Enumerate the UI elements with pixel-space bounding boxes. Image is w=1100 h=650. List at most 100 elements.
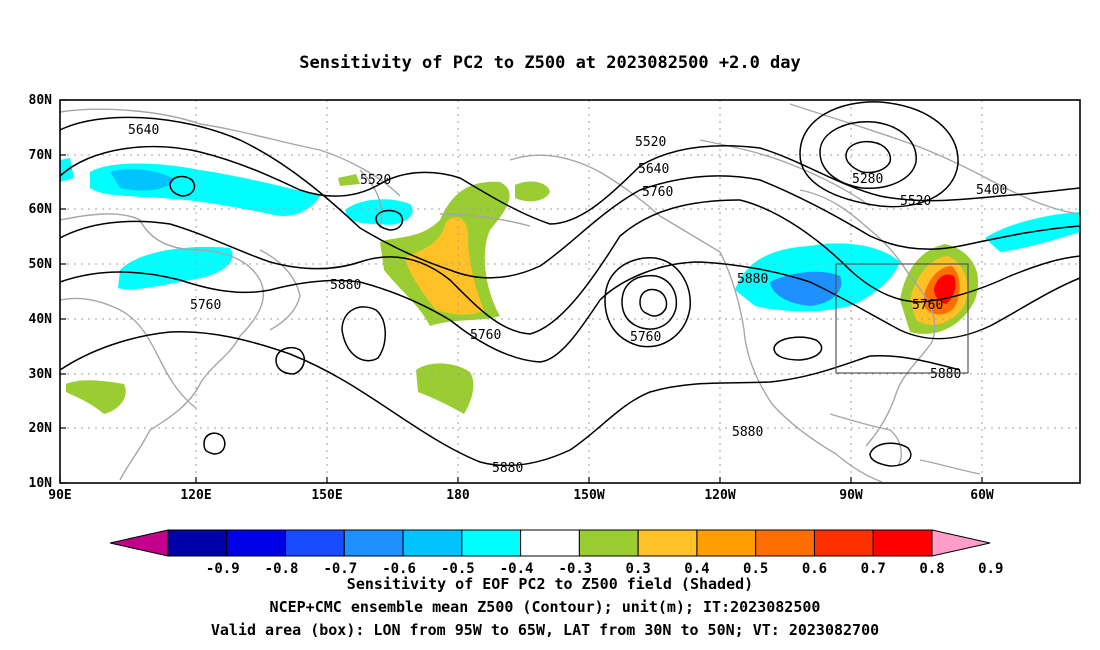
contour-small-high-4 — [773, 336, 823, 361]
caption-line-1: Sensitivity of EOF PC2 to Z500 field (Sh… — [347, 575, 753, 593]
contour-small-high-1 — [275, 346, 305, 375]
coastline-east-asia — [59, 297, 197, 409]
contour-label: 5520 — [635, 135, 666, 150]
contour-5640-west — [59, 116, 761, 279]
coastline-aleutians — [439, 213, 531, 227]
z500-contours — [59, 101, 1081, 467]
shade-yellow-date-line — [405, 217, 484, 315]
colorbar-label: 0.9 — [978, 561, 1003, 577]
contour-small-high-5 — [869, 442, 912, 467]
graticule — [60, 100, 1080, 483]
shade-green-west-edge — [66, 380, 126, 414]
shade-blue-kamchatka — [345, 199, 413, 225]
contour-label: 5520 — [900, 194, 931, 209]
colorbar-label: 0.3 — [626, 561, 651, 577]
contour-label: 5880 — [330, 278, 361, 293]
contour-5400-closed — [799, 101, 959, 208]
contour-label: 5280 — [852, 172, 883, 187]
captions: Sensitivity of EOF PC2 to Z500 field (Sh… — [211, 575, 879, 639]
contour-5520-north — [59, 145, 761, 225]
sensitivity-shading — [60, 158, 1080, 414]
shade-blue-pacific-core — [110, 169, 175, 191]
lat-label: 30N — [29, 367, 53, 382]
contour-label: 5760 — [912, 298, 943, 313]
colorbar-bin — [226, 529, 287, 557]
contour-label: 5520 — [360, 173, 391, 188]
lat-label: 20N — [29, 421, 53, 436]
coastline-alaska — [509, 154, 721, 253]
map-frame — [59, 99, 1081, 484]
contour-small-low-2 — [375, 209, 404, 231]
lon-label: 90E — [48, 488, 71, 503]
colorbar-bin — [813, 529, 874, 557]
colorbar-bin — [343, 529, 404, 557]
contour-label: 5880 — [732, 425, 763, 440]
lat-labels: 80N 70N 60N 50N 40N 30N 20N 10N — [29, 93, 53, 491]
coastline-north-america-east — [865, 275, 936, 447]
colorbar-label: -0.7 — [323, 561, 357, 577]
shade-green-kamchatka — [338, 174, 360, 186]
colorbar-bin — [755, 529, 815, 557]
coastline-north-america-west — [719, 251, 883, 483]
coastline-hudson — [799, 189, 911, 277]
contour-label: 5880 — [930, 367, 961, 382]
lat-label: 40N — [29, 312, 53, 327]
coastline-japan — [259, 249, 301, 331]
colorbar-bin — [872, 529, 933, 557]
lon-label: 120W — [704, 488, 735, 503]
caption-line-3: Valid area (box): LON from 95W to 65W, L… — [211, 621, 879, 639]
colorbar-bin — [520, 529, 580, 557]
lat-label: 50N — [29, 257, 53, 272]
coastline-gulf — [829, 413, 902, 467]
valid-area-box — [835, 263, 969, 374]
shade-blue-great-lakes-core — [770, 271, 842, 306]
shade-green-north-pacific — [515, 181, 550, 202]
lon-label: 150E — [311, 488, 342, 503]
lat-label: 10N — [29, 476, 53, 491]
lon-label: 90W — [839, 488, 863, 503]
colorbar-extend-low — [109, 529, 169, 557]
contour-5520-east — [759, 147, 1081, 202]
colorbar-bin — [696, 529, 757, 557]
colorbar-bin — [637, 529, 698, 557]
contour-labels: 5640 5520 5520 5640 5760 5280 5400 5520 … — [128, 123, 1007, 476]
contour-label: 5400 — [976, 183, 1007, 198]
coastline-caribbean — [919, 459, 981, 475]
lat-label: 60N — [29, 202, 53, 217]
lat-label: 70N — [29, 148, 53, 163]
shade-green-subtropics — [416, 363, 474, 414]
colorbar-label: 0.8 — [919, 561, 944, 577]
lat-label: 80N — [29, 93, 53, 108]
contour-small-low-1 — [169, 175, 196, 197]
contour-5640-inner — [639, 288, 668, 317]
contour-5280-closed — [819, 121, 917, 189]
lon-labels: 90E 120E 150E 180 150W 120W 90W 60W — [48, 488, 994, 503]
coastline-siberia — [59, 108, 401, 197]
colorbar-bin — [167, 529, 228, 557]
contour-5760-west — [59, 199, 741, 335]
contour-5760-east — [739, 199, 1081, 303]
figure-title: Sensitivity of PC2 to Z500 at 2023082500… — [299, 53, 801, 73]
contour-5760-closed — [604, 257, 691, 348]
colorbar-label: -0.8 — [265, 561, 299, 577]
colorbar-label: -0.9 — [206, 561, 240, 577]
colorbar-label: 0.4 — [684, 561, 709, 577]
contour-5880-south — [569, 354, 961, 451]
contour-5760-inner — [621, 274, 678, 330]
contour-label: 5760 — [470, 328, 501, 343]
colorbar-label: -0.6 — [382, 561, 416, 577]
contour-5880-west — [59, 271, 601, 363]
colorbar: -0.9 -0.8 -0.7 -0.6 -0.5 -0.4 -0.3 0.3 0.4 0.5 0.6… — [109, 529, 1003, 577]
lon-label: 120E — [180, 488, 211, 503]
coastline-kamchatka — [359, 169, 383, 229]
colorbar-label: -0.3 — [559, 561, 593, 577]
colorbar-bin — [578, 529, 639, 557]
caption-line-2: NCEP+CMC ensemble mean Z500 (Contour); u… — [270, 598, 821, 616]
coastline-asia — [59, 213, 265, 481]
colorbar-label: -0.4 — [500, 561, 534, 577]
contour-label: 5760 — [630, 330, 661, 345]
map-panel: 5640 5520 5520 5640 5760 5280 5400 5520 … — [29, 93, 1081, 503]
lon-label: 180 — [446, 488, 470, 503]
lon-label: 150W — [573, 488, 604, 503]
